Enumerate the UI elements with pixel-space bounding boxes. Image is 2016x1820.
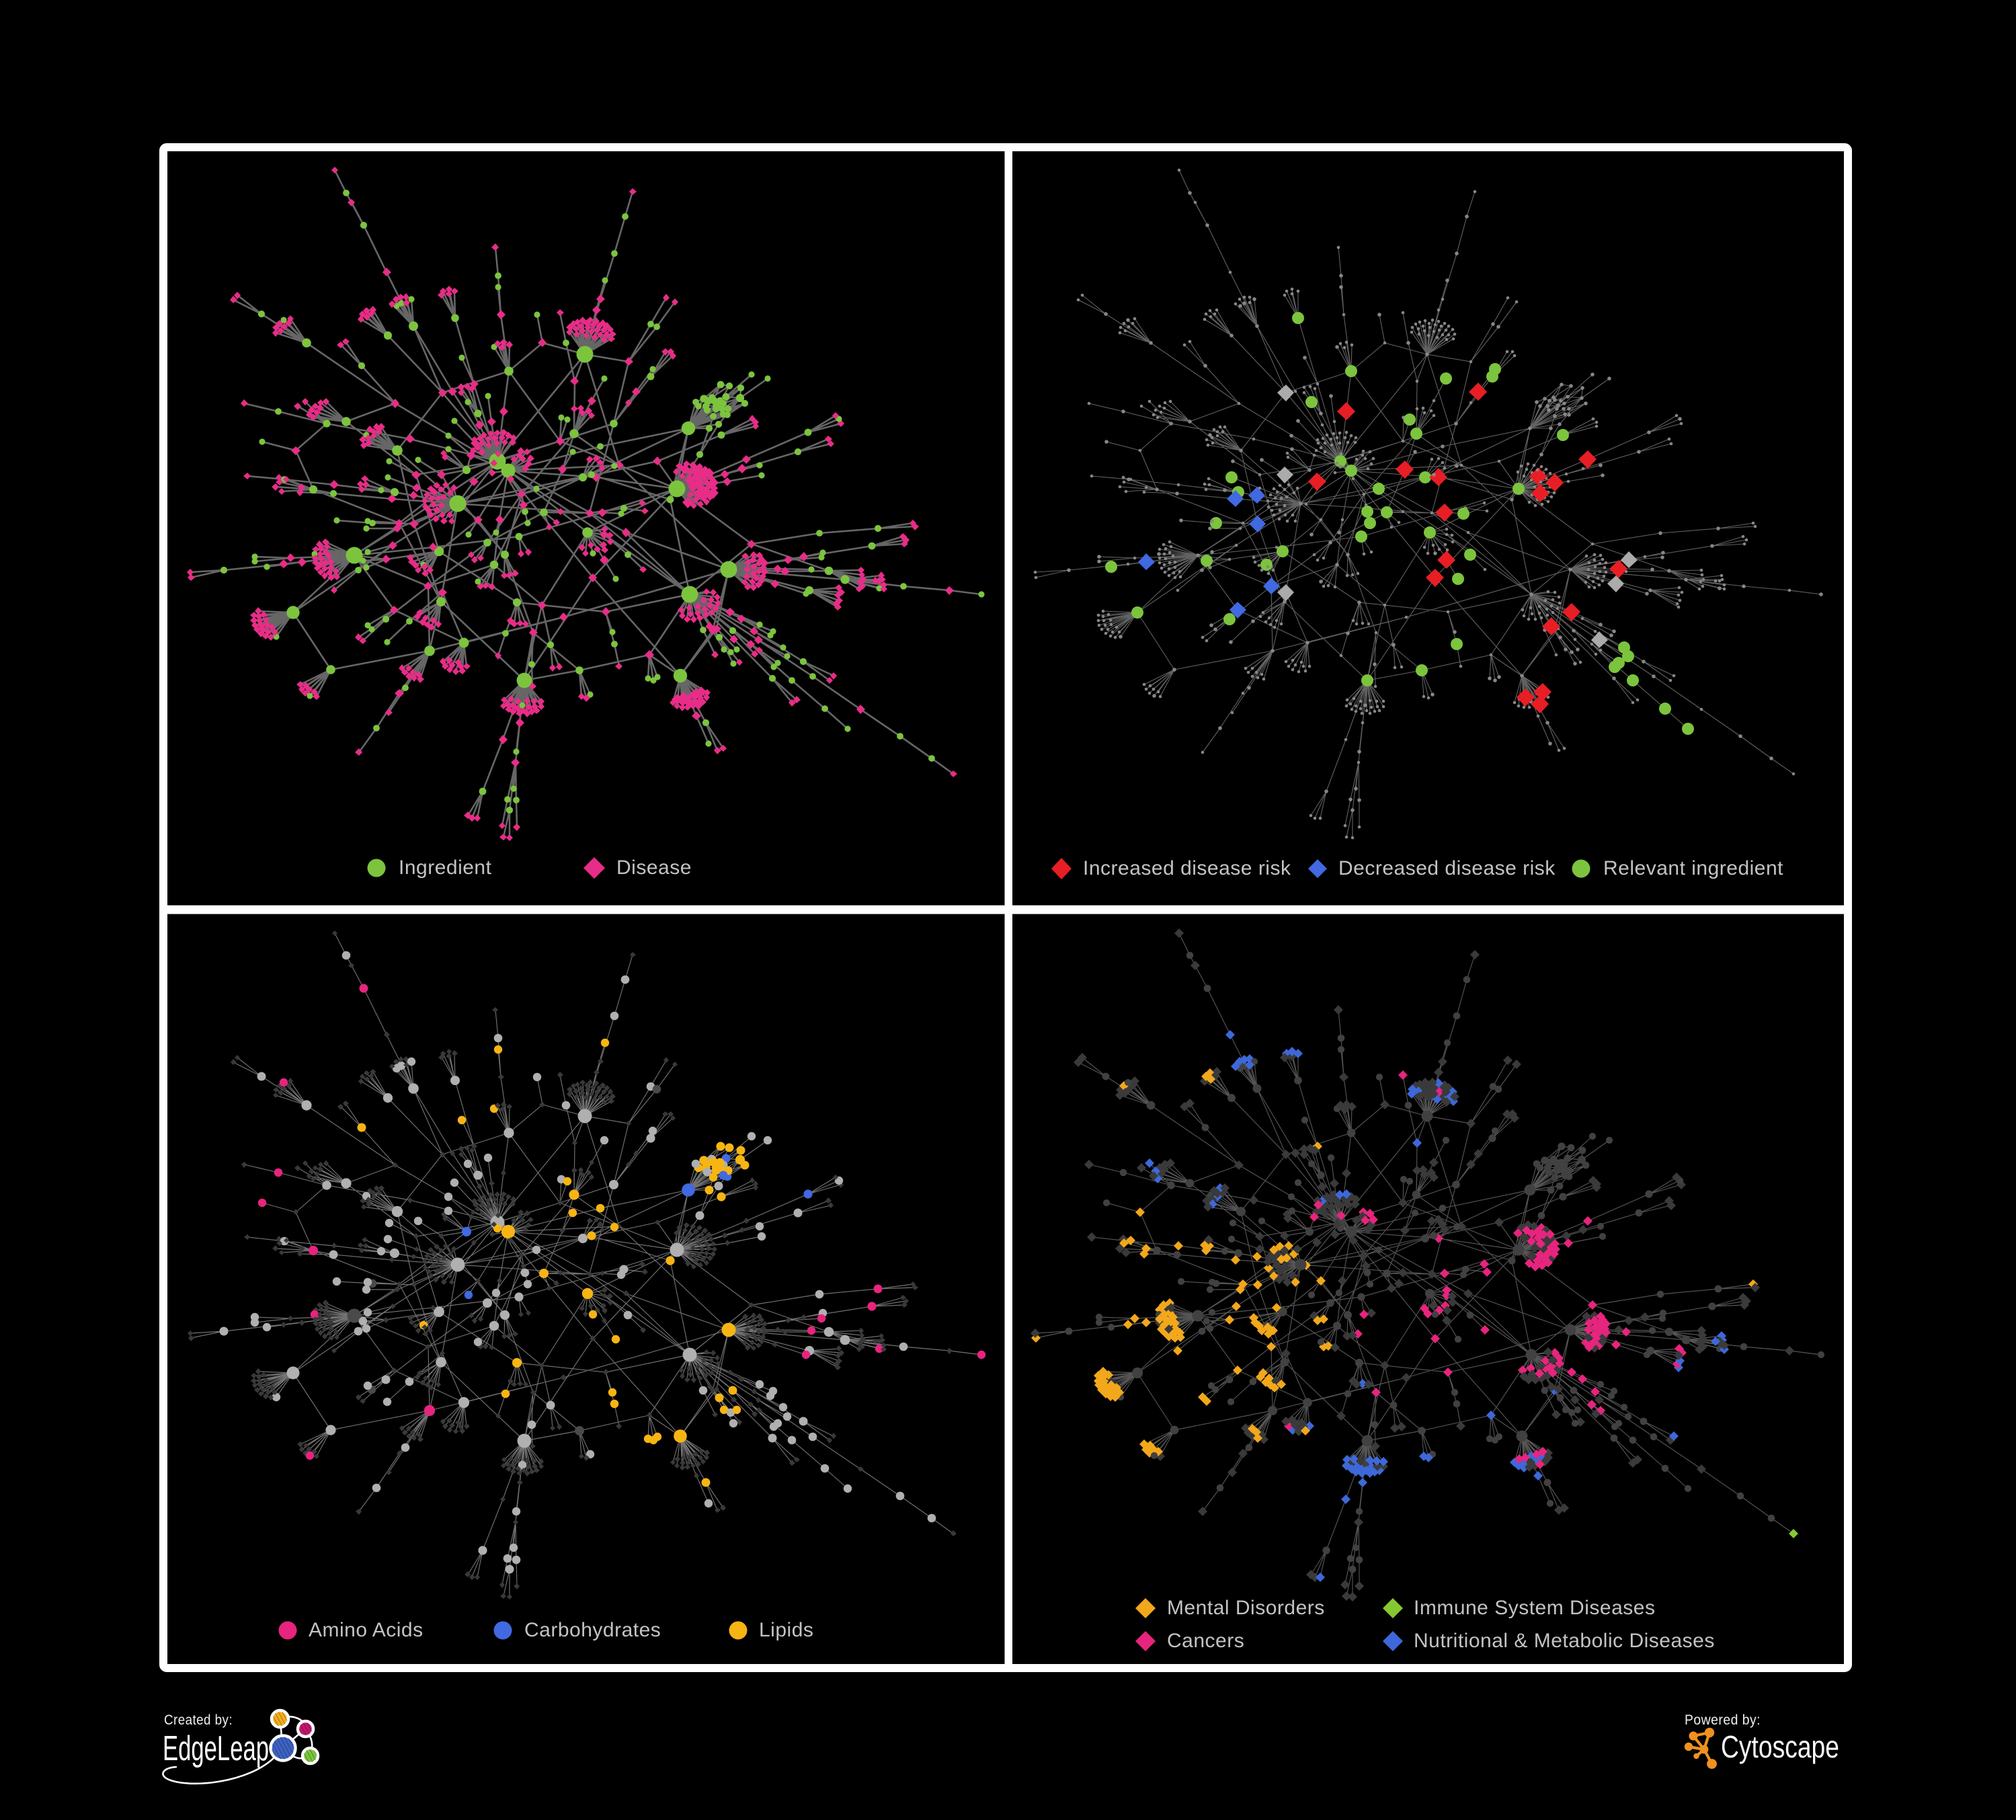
- svg-text:Relevant ingredient: Relevant ingredient: [1603, 857, 1783, 879]
- svg-text:Ingredient: Ingredient: [399, 857, 492, 879]
- svg-text:Mental Disorders: Mental Disorders: [1167, 1597, 1325, 1619]
- svg-text:Cancers: Cancers: [1167, 1630, 1244, 1652]
- svg-text:Disease: Disease: [616, 857, 692, 879]
- svg-text:Immune System Diseases: Immune System Diseases: [1414, 1597, 1655, 1619]
- svg-text:Lipids: Lipids: [759, 1619, 813, 1641]
- svg-text:Increased disease risk: Increased disease risk: [1083, 857, 1291, 879]
- svg-text:Carbohydrates: Carbohydrates: [524, 1619, 661, 1641]
- svg-text:Nutritional & Metabolic Diseas: Nutritional & Metabolic Diseases: [1414, 1630, 1715, 1652]
- svg-text:Amino Acids: Amino Acids: [309, 1619, 424, 1641]
- svg-text:Powered by:: Powered by:: [1685, 1712, 1761, 1728]
- svg-text:Decreased disease risk: Decreased disease risk: [1338, 857, 1556, 879]
- svg-text:Cytoscape: Cytoscape: [1721, 1729, 1839, 1764]
- svg-text:EdgeLeap: EdgeLeap: [163, 1729, 269, 1768]
- svg-text:Created by:: Created by:: [164, 1712, 233, 1728]
